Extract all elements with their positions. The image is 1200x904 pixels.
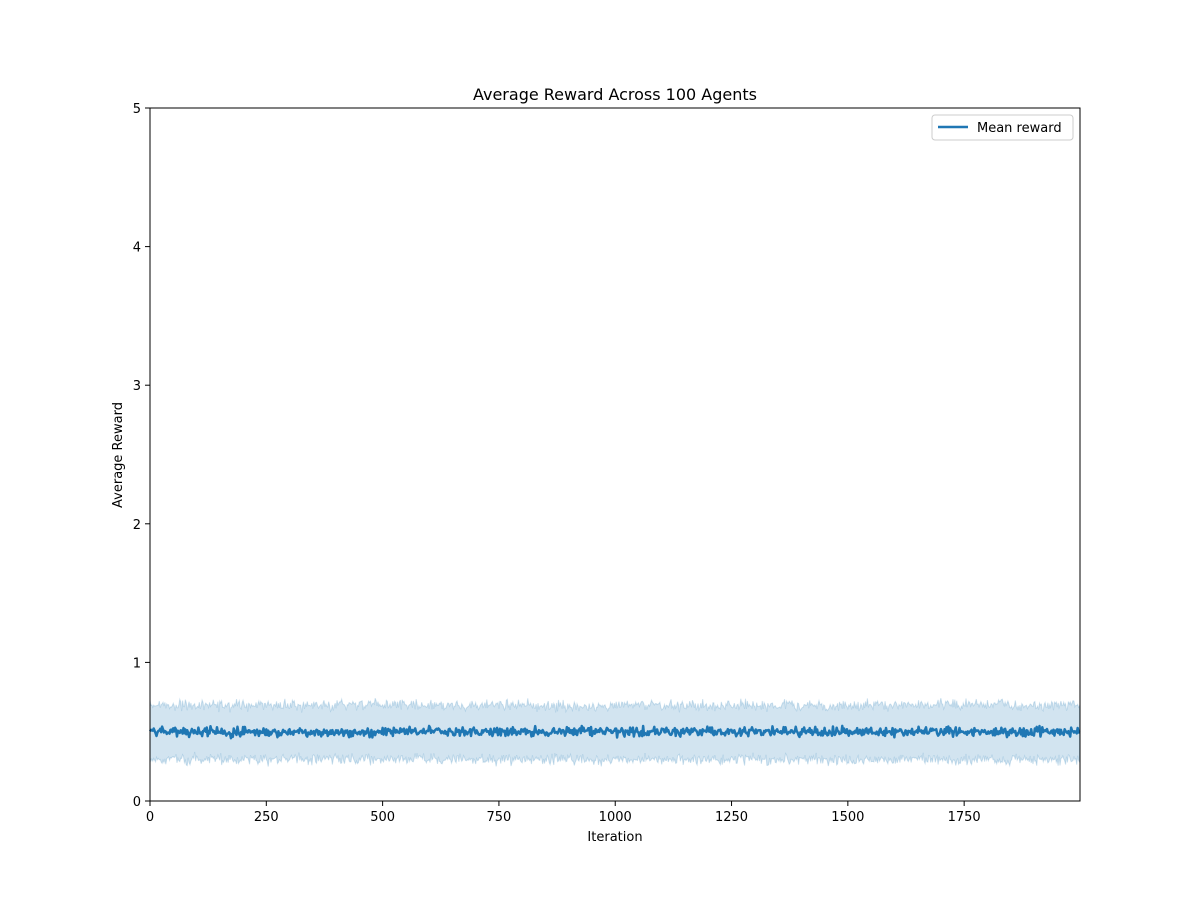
mean-line-layer (148, 724, 1081, 740)
legend-label-mean-reward: Mean reward (977, 121, 1062, 136)
x-tick-label: 500 (370, 810, 395, 825)
x-tick-label: 1750 (948, 810, 981, 825)
y-tick-label: 0 (133, 795, 141, 810)
y-tick-label: 3 (133, 379, 141, 394)
x-tick-label: 250 (254, 810, 279, 825)
legend: Mean reward (931, 114, 1074, 141)
y-tick-label: 5 (133, 102, 141, 117)
legend-box (931, 114, 1074, 141)
y-tick-label: 1 (133, 656, 141, 671)
x-tick-label: 1250 (715, 810, 748, 825)
chart-title: Average Reward Across 100 Agents (473, 85, 757, 104)
x-axis-label: Iteration (587, 830, 642, 845)
x-tick-label: 1500 (831, 810, 864, 825)
y-axis-label: Average Reward (111, 402, 126, 508)
y-ticks: 0 1 2 3 4 5 (133, 102, 150, 810)
x-ticks: 0 250 500 750 1000 1250 1500 1750 (146, 801, 981, 825)
y-tick-label: 2 (133, 518, 141, 533)
mean-reward-line (148, 724, 1081, 740)
x-tick-label: 0 (146, 810, 154, 825)
x-tick-label: 750 (487, 810, 512, 825)
y-tick-label: 4 (133, 241, 141, 256)
x-tick-label: 1000 (599, 810, 632, 825)
